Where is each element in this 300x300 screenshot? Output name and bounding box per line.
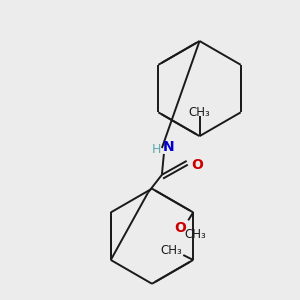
Text: O: O bbox=[174, 221, 186, 235]
Text: CH₃: CH₃ bbox=[184, 228, 206, 241]
Text: CH₃: CH₃ bbox=[189, 106, 210, 119]
Text: O: O bbox=[192, 158, 203, 172]
Text: H: H bbox=[151, 142, 160, 155]
Text: CH₃: CH₃ bbox=[160, 244, 182, 256]
Text: N: N bbox=[163, 140, 175, 154]
